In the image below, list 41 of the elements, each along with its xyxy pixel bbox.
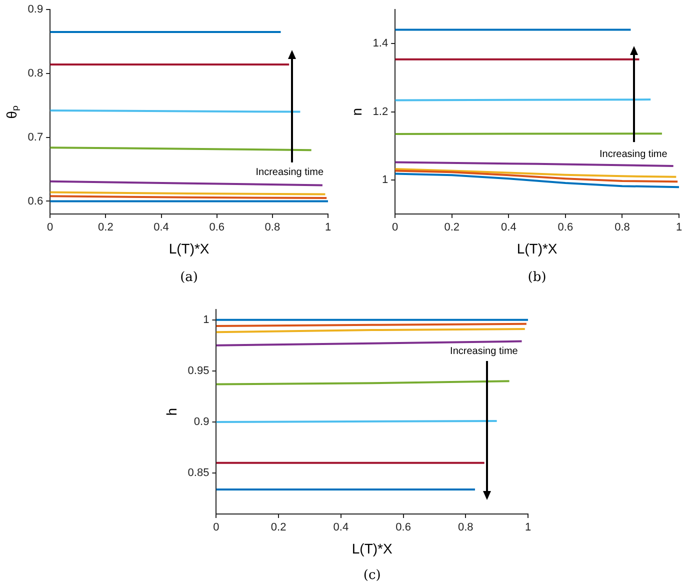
y-tick-label: 0.7 xyxy=(28,131,44,144)
y-tick-label: 1.4 xyxy=(372,38,388,50)
x-axis-title: L(T)*X xyxy=(168,240,210,256)
annotation: Increasing time xyxy=(600,148,668,160)
y-tick-label: 0.85 xyxy=(188,467,210,480)
text: (b) xyxy=(526,270,548,285)
x-tick-label: 0.2 xyxy=(270,522,286,534)
x-tick-label: 0.2 xyxy=(98,222,114,234)
y-tick-label: 1 xyxy=(382,174,388,186)
y-tick-label: 1 xyxy=(203,314,210,326)
x-tick-label: 0 xyxy=(392,222,398,234)
y-tick-label: 0.6 xyxy=(28,195,44,208)
x-tick-label: 0.4 xyxy=(154,222,169,234)
x-tick-label: 0.2 xyxy=(444,222,460,234)
annotation: Increasing time xyxy=(450,346,518,358)
y-axis-title: h xyxy=(163,408,180,416)
text: (c) xyxy=(362,568,382,583)
x-axis-title: L(T)*X xyxy=(516,240,558,256)
y-tick-label: 0.8 xyxy=(28,68,44,80)
y-axis-title: θₚ xyxy=(3,104,20,119)
annotation: Increasing time xyxy=(256,166,324,178)
x-tick-label: 0.8 xyxy=(614,222,630,234)
x-tick-label: 0.4 xyxy=(333,522,349,534)
y-tick-label: 1.2 xyxy=(372,106,388,118)
x-tick-label: 0 xyxy=(47,222,54,234)
y-tick-label: 0.95 xyxy=(188,364,210,377)
x-tick-label: 1 xyxy=(324,222,332,234)
x-tick-label: 0.4 xyxy=(501,222,516,234)
x-tick-label: 1 xyxy=(524,522,532,534)
y-tick-label: 0.9 xyxy=(194,416,210,428)
text: (a) xyxy=(179,270,199,285)
x-tick-label: 0.6 xyxy=(396,522,411,534)
x-tick-label: 0.6 xyxy=(558,222,574,234)
x-axis-title: L(T)*X xyxy=(352,540,393,556)
x-tick-label: 0.8 xyxy=(264,222,280,234)
y-axis-title: n xyxy=(348,108,364,116)
y-tick-label: 0.9 xyxy=(28,4,44,16)
x-tick-label: 0.6 xyxy=(209,222,224,234)
x-tick-label: 1 xyxy=(676,222,682,234)
x-tick-label: 0 xyxy=(213,522,220,534)
x-tick-label: 0.8 xyxy=(458,522,474,534)
